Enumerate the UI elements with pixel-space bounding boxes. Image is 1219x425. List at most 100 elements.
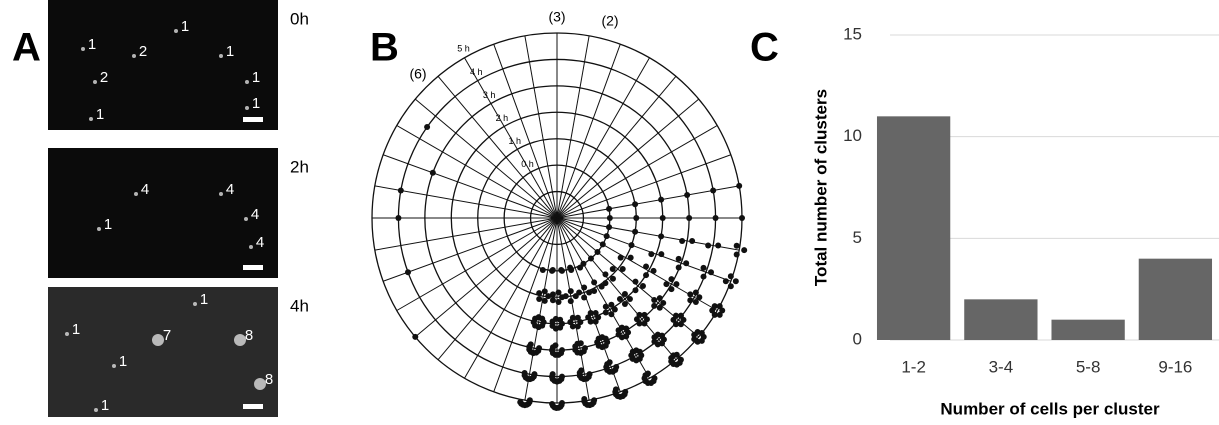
cell-dot: [606, 215, 613, 221]
cell-dot: [700, 273, 707, 280]
cell-dot: [687, 291, 694, 298]
ring-label: 0 h: [521, 159, 534, 169]
ring-label: 2 h: [496, 113, 509, 123]
cell: [249, 245, 253, 249]
cell-dot: [557, 316, 564, 323]
cell-dot: [656, 295, 663, 302]
cell-dot: [673, 351, 680, 358]
cell-dot: [541, 288, 548, 295]
bar: [1051, 319, 1125, 340]
cell-dot: [602, 280, 609, 287]
cell-dot: [594, 248, 601, 255]
cell-dot: [549, 371, 556, 378]
cell: [134, 192, 138, 196]
microscopy-image: [48, 287, 278, 417]
cell-dot: [636, 320, 643, 327]
spoke: [493, 217, 558, 393]
cell-dot: [643, 272, 650, 279]
cell-count: 1: [119, 353, 127, 370]
spoke: [374, 185, 558, 219]
cell-dot: [636, 348, 643, 355]
cell-dot: [602, 303, 609, 310]
bar: [964, 299, 1038, 340]
spoke: [556, 35, 590, 219]
ring-label: 3 h: [483, 90, 496, 100]
cell-dot: [651, 297, 658, 304]
cell: [132, 54, 136, 58]
cell-dot: [429, 169, 436, 176]
cell-dot: [684, 192, 691, 199]
spoke: [556, 125, 718, 219]
ring-label: 5 h: [457, 44, 470, 54]
cell-dot: [632, 287, 639, 294]
scale-bar: [243, 404, 263, 409]
cell-dot: [606, 224, 613, 231]
cell-dot: [581, 395, 588, 402]
cell-dot: [727, 283, 734, 290]
cell: [245, 80, 249, 84]
cell-dot: [539, 267, 546, 274]
cell-count: 1: [226, 43, 234, 60]
cell-dot: [659, 215, 666, 221]
cell-dot: [616, 295, 623, 302]
cell: [97, 227, 101, 231]
cell-dot: [555, 289, 562, 296]
cell: [174, 29, 178, 33]
time-label: 0h: [290, 9, 309, 28]
spoke: [556, 154, 732, 219]
cell-dot: [617, 254, 624, 261]
cell-count: 7: [163, 327, 171, 344]
cell-dot: [686, 215, 693, 221]
cell-dot: [658, 251, 665, 258]
cell-dot: [585, 314, 592, 321]
cell-dot: [549, 322, 556, 329]
cell-count: 1: [101, 397, 109, 414]
cell-dot: [609, 265, 616, 272]
annotation: (6): [409, 66, 426, 82]
spoke: [396, 125, 558, 219]
cell-dot: [574, 323, 581, 330]
annotation: (2): [601, 13, 618, 29]
cell: [89, 117, 93, 121]
cell-dot: [651, 302, 658, 309]
cell-dot: [587, 310, 594, 317]
cell-dot: [611, 306, 618, 313]
cell-dot: [633, 215, 640, 221]
cell-dot: [716, 311, 723, 318]
cell-dot: [719, 307, 726, 314]
cell-count: 1: [104, 216, 112, 233]
spoke: [382, 217, 558, 282]
cell-dot: [692, 299, 699, 306]
scale-bar: [243, 265, 263, 270]
cell-dot: [708, 269, 715, 276]
cell-dot: [577, 319, 584, 326]
cell-dot: [592, 310, 599, 317]
cell-dot: [632, 278, 639, 285]
cell-dot: [675, 255, 682, 262]
cell: [244, 217, 248, 221]
cell-dot: [668, 276, 675, 283]
cell-dot: [677, 312, 684, 319]
cell-dot: [395, 215, 402, 221]
spoke: [556, 217, 732, 282]
cell-dot: [651, 338, 658, 345]
cell-dot: [644, 370, 651, 377]
cell-dot: [602, 271, 609, 278]
microscopy-image: [48, 0, 278, 130]
cell-dot: [641, 311, 648, 318]
x-tick-label: 1-2: [901, 357, 926, 376]
cell-dot: [602, 335, 609, 342]
cell-dot: [698, 330, 705, 337]
cell-dot: [541, 297, 548, 304]
cell-dot: [733, 242, 740, 249]
cell-dot: [658, 233, 665, 240]
cell-dot: [660, 299, 667, 306]
cell-dot: [581, 284, 588, 291]
cell-dot: [732, 278, 739, 285]
cell-dot: [627, 254, 634, 261]
cell: [93, 80, 97, 84]
cell-dot: [549, 401, 556, 408]
cell-dot: [659, 332, 666, 339]
spoke: [382, 154, 558, 219]
